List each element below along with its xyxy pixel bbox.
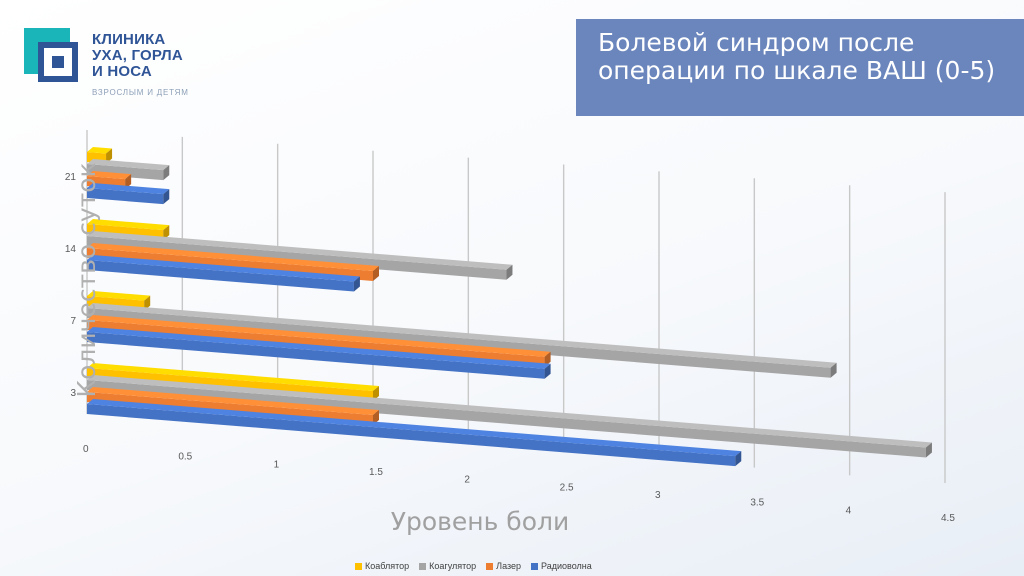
logo-line-3: И НОСА [92, 63, 152, 80]
bar-top-face [87, 255, 360, 282]
y-tick-label: 3 [70, 388, 76, 399]
x-tick-label: 3 [655, 490, 661, 501]
x-tick-label: 4 [846, 505, 852, 516]
bar-end-face [373, 386, 379, 401]
bar-top-face [87, 243, 379, 271]
bar-top-face [87, 171, 132, 180]
clinic-logo-icon [24, 28, 78, 82]
logo-line-2: УХА, ГОРЛА [92, 47, 183, 64]
bar-top-face [87, 219, 170, 231]
chart-legend: Коаблятор Коагулятор Лазер Радиоволна [355, 559, 592, 573]
bar-end-face [735, 451, 742, 467]
bar-end-face [144, 295, 151, 311]
bar-end-face [506, 264, 513, 280]
bar-top-face [87, 291, 151, 301]
bar-top-face [87, 303, 837, 368]
bar [87, 188, 164, 205]
x-tick-label: 3.5 [750, 498, 764, 509]
bar-end-face [125, 174, 132, 190]
x-tick-label: 2 [464, 475, 470, 486]
x-tick-label: 2.5 [560, 482, 574, 493]
bar-end-face [544, 351, 551, 367]
bar-end-face [163, 225, 170, 241]
bar-end-face [106, 148, 113, 164]
legend-item: Радиоволна [531, 559, 592, 573]
bar-end-face [163, 189, 170, 205]
bar-end-face [163, 165, 170, 181]
bar-top-face [87, 399, 742, 457]
legend-label: Коаблятор [365, 561, 410, 571]
bar-end-face [830, 362, 837, 378]
bar-end-face [373, 266, 379, 281]
slide-title: Болевой синдром после операции по шкале … [576, 19, 1024, 116]
legend-swatch [355, 562, 362, 570]
bar-top-face [87, 159, 170, 171]
x-tick-label: 1.5 [369, 467, 383, 478]
legend-swatch [486, 562, 494, 570]
y-axis-title: Количество суток [72, 162, 101, 397]
bar-top-face [87, 315, 551, 357]
x-tick-label: 0 [83, 444, 89, 455]
legend-item: Коагулятор [419, 559, 476, 573]
bar-top-face [87, 231, 513, 270]
legend-item: Лазер [486, 559, 521, 573]
x-tick-label: 0.5 [178, 452, 192, 463]
y-tick-label: 14 [65, 244, 77, 255]
bar-end-face [925, 442, 932, 458]
bar [87, 332, 545, 379]
legend-swatch [531, 562, 539, 570]
legend-label: Коагулятор [429, 561, 477, 571]
y-tick-label: 21 [65, 172, 77, 183]
logo-line-1: КЛИНИКА [92, 31, 166, 48]
bar [87, 404, 736, 467]
bar [87, 308, 831, 378]
legend-label: Лазер [496, 561, 522, 571]
bar-top-face [87, 375, 932, 448]
bar [87, 236, 507, 280]
logo-tagline: ВЗРОСЛЫМ И ДЕТЯМ [92, 88, 189, 97]
bar [87, 260, 354, 292]
x-tick-label: 4.5 [941, 513, 955, 524]
x-axis-title: Уровень боли [391, 507, 569, 536]
legend-swatch [419, 562, 427, 570]
bar-end-face [353, 276, 360, 292]
legend-label: Радиоволна [541, 561, 592, 571]
clinic-logo: КЛИНИКА УХА, ГОРЛА И НОСА ВЗРОСЛЫМ И ДЕТ… [24, 24, 224, 104]
x-tick-label: 1 [274, 459, 280, 470]
bar-top-face [87, 183, 170, 195]
legend-item: Коаблятор [355, 559, 409, 573]
bar-end-face [373, 410, 379, 425]
bar-top-face [87, 387, 379, 415]
bar-top-face [87, 327, 551, 369]
bar-top-face [87, 363, 379, 391]
y-tick-label: 7 [70, 316, 76, 327]
bar [87, 164, 164, 181]
logo-text: КЛИНИКА УХА, ГОРЛА И НОСА [92, 32, 183, 80]
bar-end-face [544, 363, 551, 379]
bar-top-face [87, 147, 113, 154]
bar [87, 380, 926, 458]
